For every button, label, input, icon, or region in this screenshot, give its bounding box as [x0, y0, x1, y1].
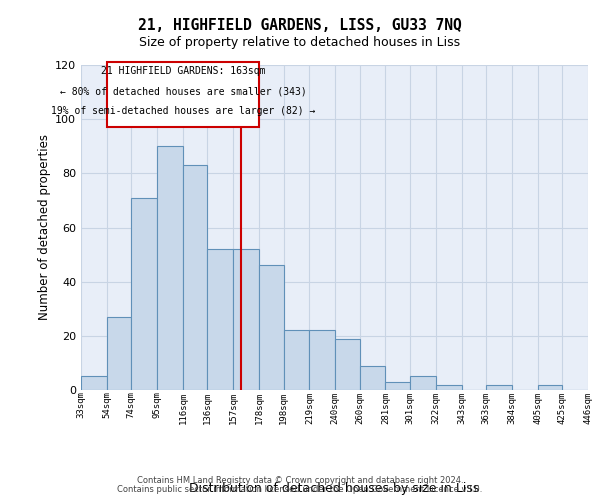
Y-axis label: Number of detached properties: Number of detached properties	[38, 134, 51, 320]
Bar	[208, 249, 233, 390]
Bar	[310, 330, 335, 390]
Bar	[335, 338, 359, 390]
Text: Size of property relative to detached houses in Liss: Size of property relative to detached ho…	[139, 36, 461, 49]
Text: Contains HM Land Registry data © Crown copyright and database right 2024.: Contains HM Land Registry data © Crown c…	[137, 476, 463, 485]
Bar	[436, 384, 461, 390]
Text: 21 HIGHFIELD GARDENS: 163sqm: 21 HIGHFIELD GARDENS: 163sqm	[101, 66, 265, 76]
Bar	[284, 330, 310, 390]
Bar	[131, 198, 157, 390]
Bar	[183, 165, 208, 390]
Bar	[157, 146, 183, 390]
Bar	[486, 384, 512, 390]
Bar	[538, 384, 562, 390]
Bar	[233, 249, 259, 390]
Bar	[81, 376, 107, 390]
Bar	[259, 266, 284, 390]
Text: Contains public sector information licensed under the Open Government Licence v3: Contains public sector information licen…	[118, 485, 482, 494]
X-axis label: Distribution of detached houses by size in Liss: Distribution of detached houses by size …	[190, 482, 479, 495]
Bar	[107, 317, 131, 390]
Text: 19% of semi-detached houses are larger (82) →: 19% of semi-detached houses are larger (…	[51, 106, 315, 116]
Bar	[385, 382, 410, 390]
FancyBboxPatch shape	[107, 62, 259, 128]
Text: 21, HIGHFIELD GARDENS, LISS, GU33 7NQ: 21, HIGHFIELD GARDENS, LISS, GU33 7NQ	[138, 18, 462, 32]
Bar	[359, 366, 385, 390]
Bar	[410, 376, 436, 390]
Text: ← 80% of detached houses are smaller (343): ← 80% of detached houses are smaller (34…	[59, 86, 306, 96]
